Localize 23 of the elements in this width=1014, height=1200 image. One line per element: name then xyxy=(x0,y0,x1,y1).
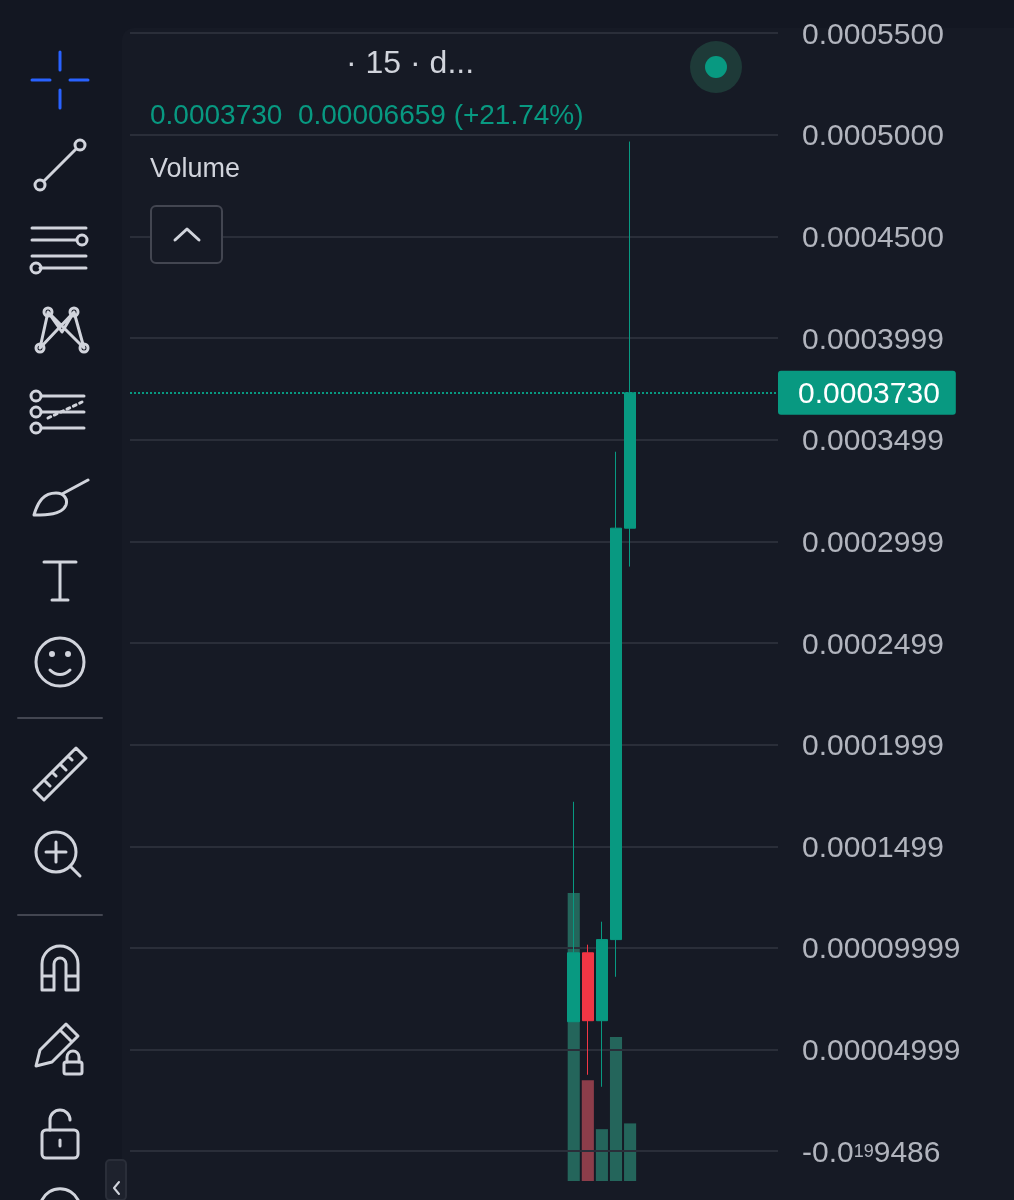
y-tick-label: 0.0005000 xyxy=(802,118,944,152)
y-tick-label: 0.0004500 xyxy=(802,219,944,253)
y-tick-label: -0.0199486 xyxy=(802,1134,941,1168)
y-tick-label: 0.0002999 xyxy=(802,524,944,558)
annotation: 0.0003730 0.00006659 (+21.74%) xyxy=(150,98,584,130)
annotation: Volume xyxy=(150,152,241,183)
y-tick-label: 0.00004999 xyxy=(802,1032,961,1066)
y-tick-label: 0.0001499 xyxy=(802,829,944,863)
y-tick-label: 0.0002499 xyxy=(802,626,944,660)
bar xyxy=(581,1080,594,1181)
ref-line-label: 0.0003730 xyxy=(798,376,940,410)
y-tick-label: 0.0001999 xyxy=(802,728,944,762)
y-tick-label: 0.0003999 xyxy=(802,321,944,355)
candlestick xyxy=(596,921,608,1088)
chart-title: · 15 · d... xyxy=(346,44,475,80)
candlestick xyxy=(582,944,594,1076)
bar xyxy=(609,1037,623,1181)
bar xyxy=(624,1123,637,1181)
y-tick-label: 0.0005500 xyxy=(802,16,944,50)
candlestick xyxy=(610,451,622,978)
y-tick-label: 0.00009999 xyxy=(802,931,961,965)
bar xyxy=(595,1129,608,1181)
y-tick-label: 0.0003499 xyxy=(802,423,944,457)
